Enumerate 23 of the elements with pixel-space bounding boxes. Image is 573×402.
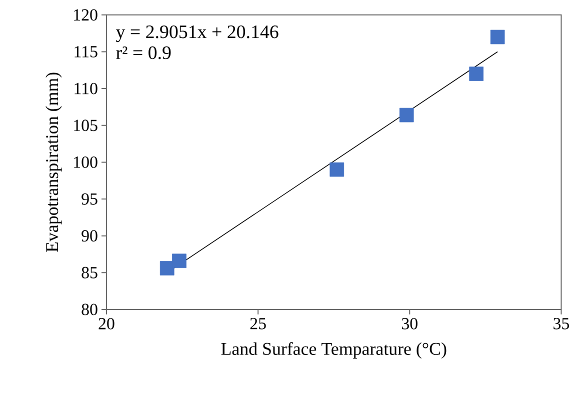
point (399, 108, 414, 122)
x-tick-label: 25 (250, 318, 266, 330)
point (469, 66, 484, 81)
annotation: r² = 0.9 (116, 46, 171, 60)
x-tick-label: 20 (98, 318, 114, 330)
y-tick-label: 85 (82, 266, 98, 278)
y-tick-label: 80 (82, 304, 98, 316)
y-tick-label: 95 (82, 193, 98, 205)
y-tick-label: 115 (74, 46, 98, 58)
x-axis-title: Land Surface Temparature (°C) (221, 342, 446, 359)
y-tick-label: 90 (82, 230, 98, 242)
point (172, 254, 186, 268)
x-tick-label: 35 (554, 318, 570, 330)
point (160, 261, 174, 276)
y-tick-label: 100 (74, 156, 98, 168)
annotation: y = 2.9051x + 20.146 (116, 25, 278, 42)
point (330, 162, 344, 177)
y-axis-title: Evapotranspiration (mm) (46, 72, 62, 252)
y-tick-label: 120 (74, 9, 98, 21)
x-tick-label: 30 (402, 318, 418, 330)
y-tick-label: 110 (74, 82, 98, 94)
y-tick-label: 105 (74, 120, 98, 132)
point (490, 30, 505, 44)
